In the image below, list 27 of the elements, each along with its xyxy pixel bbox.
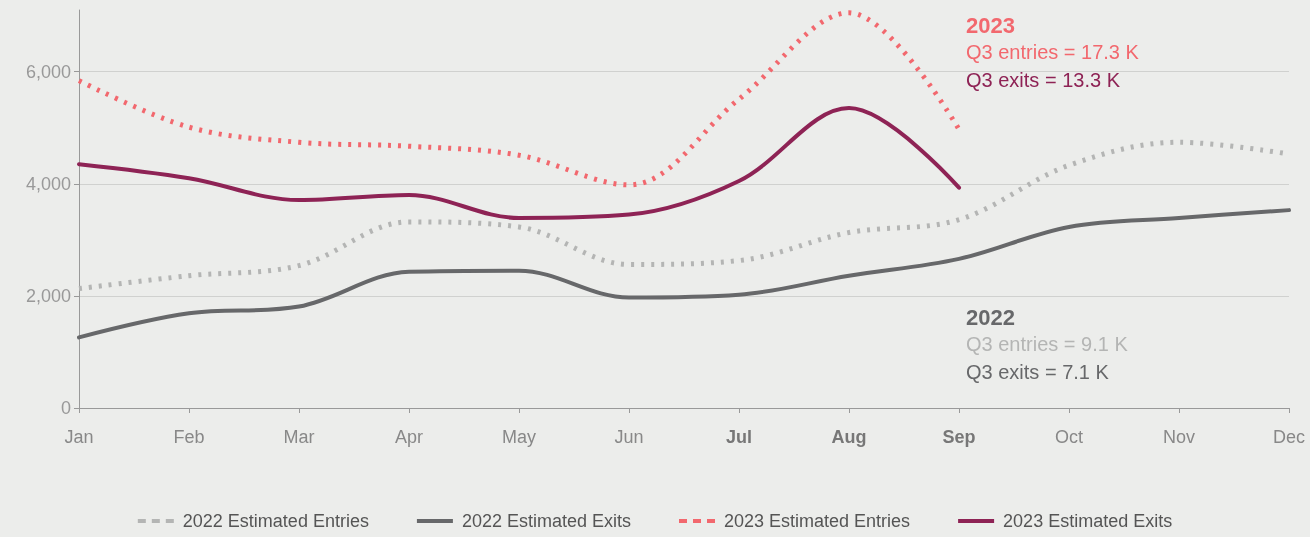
y-tick-label: 6,000 [25, 61, 71, 82]
x-tick-label: Apr [394, 427, 424, 447]
annotation: 2023 [966, 12, 1015, 38]
x-tick-label: May [501, 427, 537, 447]
legend-label: 2023 Estimated Entries [724, 511, 911, 531]
annotation: Q3 entries = 17.3 K [966, 41, 1140, 63]
x-tick-label: Feb [173, 427, 205, 447]
x-tick-label: Jan [64, 427, 94, 447]
y-tick-label: 0 [60, 398, 71, 418]
legend-label: 2023 Estimated Exits [1003, 511, 1173, 531]
x-tick-label: Nov [1162, 427, 1196, 447]
x-tick-label: Aug [831, 427, 867, 447]
legend-label: 2022 Estimated Exits [461, 511, 632, 531]
line-series [77, 106, 961, 220]
y-tick-label: 4,000 [25, 173, 71, 194]
annotation: Q3 exits = 13.3 K [966, 69, 1121, 91]
annotation: Q3 entries = 9.1 K [966, 333, 1129, 355]
x-tick-label: Sep [942, 427, 976, 447]
x-tick-label: Jun [614, 427, 644, 447]
annotation: Q3 exits = 7.1 K [966, 361, 1110, 383]
x-tick-label: Mar [283, 427, 315, 447]
x-tick-label: Dec [1272, 427, 1306, 447]
legend-label: 2022 Estimated Entries [182, 511, 369, 531]
x-tick-label: Jul [725, 427, 753, 447]
x-tick-label: Oct [1054, 427, 1084, 447]
y-tick-label: 2,000 [25, 285, 71, 306]
annotation: 2022 [966, 304, 1015, 330]
